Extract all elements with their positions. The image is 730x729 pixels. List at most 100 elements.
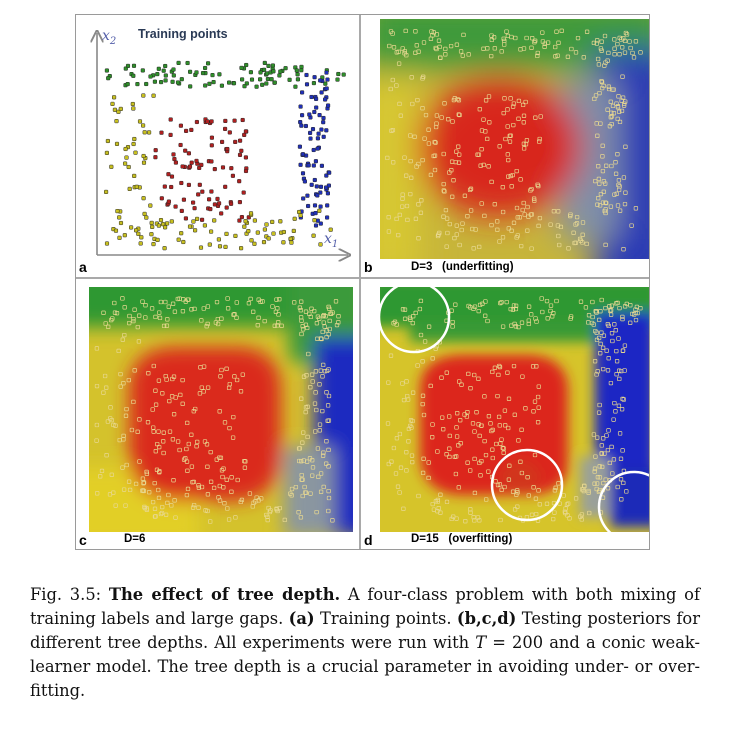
data-point — [274, 297, 279, 302]
data-point — [529, 312, 534, 317]
data-point — [229, 475, 234, 480]
data-point — [171, 152, 176, 157]
data-point — [146, 371, 151, 376]
data-point — [484, 497, 489, 502]
posterior-heatmap-d3 — [380, 19, 649, 259]
data-point — [304, 72, 309, 78]
data-point — [590, 299, 595, 305]
data-point — [242, 465, 248, 470]
data-point — [492, 202, 497, 207]
data-point — [566, 501, 571, 506]
data-point — [498, 300, 503, 306]
data-point — [224, 205, 229, 210]
data-point — [601, 480, 606, 486]
data-point — [313, 390, 318, 395]
data-point — [265, 517, 270, 523]
data-point — [127, 186, 132, 191]
data-point — [171, 67, 176, 72]
data-point — [421, 412, 427, 418]
data-point — [620, 448, 625, 453]
data-point — [276, 320, 281, 325]
data-point — [439, 115, 444, 120]
data-point — [548, 308, 553, 314]
data-point — [149, 232, 154, 237]
data-point — [225, 146, 230, 152]
data-point — [573, 50, 579, 55]
data-point — [409, 75, 414, 80]
data-point — [326, 332, 331, 337]
data-point — [502, 42, 507, 47]
data-point — [159, 196, 164, 201]
data-point — [104, 241, 110, 246]
data-point — [170, 437, 176, 442]
data-point — [563, 506, 568, 511]
data-point — [620, 95, 626, 100]
data-point — [415, 97, 420, 103]
data-point — [494, 441, 499, 447]
data-point — [134, 184, 139, 189]
data-point — [601, 189, 606, 194]
data-point — [526, 304, 532, 309]
data-point — [386, 461, 391, 467]
data-point — [193, 228, 198, 233]
data-point — [443, 52, 448, 57]
data-point — [315, 314, 321, 319]
data-point — [556, 40, 561, 45]
data-point — [185, 468, 190, 473]
data-point — [557, 242, 562, 248]
data-point — [310, 473, 315, 478]
data-point — [555, 223, 561, 228]
data-point — [454, 223, 459, 228]
data-point — [520, 102, 526, 108]
data-point — [515, 504, 520, 509]
data-point — [442, 101, 447, 106]
data-point — [598, 191, 604, 197]
data-point — [387, 43, 392, 49]
data-point — [195, 216, 200, 221]
data-point — [506, 226, 511, 231]
data-point — [595, 435, 600, 440]
data-point — [426, 324, 432, 329]
data-point — [242, 224, 247, 229]
data-point — [514, 235, 519, 240]
data-point — [529, 246, 534, 251]
data-point — [196, 483, 201, 488]
data-point — [472, 456, 477, 462]
data-point — [396, 232, 401, 238]
panel-label-b: b — [364, 259, 373, 275]
data-point — [615, 41, 620, 47]
data-point — [325, 215, 330, 220]
data-point — [292, 300, 297, 305]
data-point — [612, 37, 617, 42]
data-point — [321, 484, 326, 490]
data-point — [608, 99, 613, 104]
data-point — [447, 414, 452, 419]
data-point — [599, 79, 604, 84]
data-point — [531, 409, 536, 414]
data-point — [394, 436, 400, 441]
data-point — [335, 77, 340, 82]
data-point — [404, 468, 409, 473]
data-point — [400, 307, 406, 312]
data-point — [597, 181, 602, 186]
data-point — [457, 379, 462, 384]
data-point — [324, 70, 329, 75]
data-point — [165, 500, 170, 506]
data-point — [529, 212, 534, 217]
data-point — [420, 393, 426, 398]
data-point — [207, 197, 212, 202]
data-point — [298, 120, 303, 125]
data-point — [220, 139, 225, 144]
data-point — [324, 185, 329, 190]
data-point — [486, 94, 492, 99]
data-point — [266, 63, 271, 68]
data-point — [326, 103, 331, 108]
data-point — [552, 510, 557, 515]
data-point — [416, 493, 421, 499]
data-point — [495, 227, 500, 232]
panel-d: d D=15 (overfitting) — [361, 279, 649, 549]
data-point — [389, 128, 394, 133]
data-point — [609, 303, 615, 308]
data-point — [413, 29, 418, 34]
data-point — [461, 32, 466, 38]
